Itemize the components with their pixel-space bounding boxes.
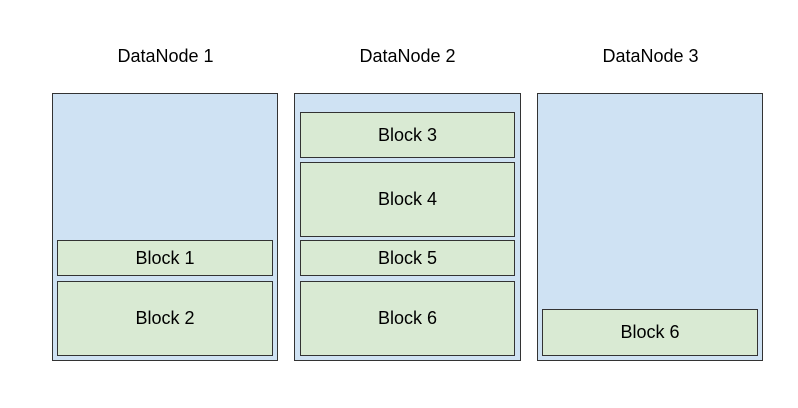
datanode-2-title: DataNode 2 [359,46,456,66]
datanode-3-title: DataNode 3 [602,46,699,66]
datanode-2-block-4: Block 4 [300,162,515,237]
datanode-3-box: Block 6 [537,93,763,361]
datanode-2-box: Block 3 Block 4 Block 5 Block 6 [294,93,521,361]
datanode-3-block-6: Block 6 [542,309,758,356]
datanode-1-block-1: Block 1 [57,240,273,276]
datanode-1-box: Block 1 Block 2 [52,93,278,361]
datanode-1-block-2: Block 2 [57,281,273,356]
datanode-2-block-3: Block 3 [300,112,515,158]
datanode-2-block-6: Block 6 [300,281,515,356]
datanode-2-block-5: Block 5 [300,240,515,276]
datanode-1-title: DataNode 1 [117,46,214,66]
